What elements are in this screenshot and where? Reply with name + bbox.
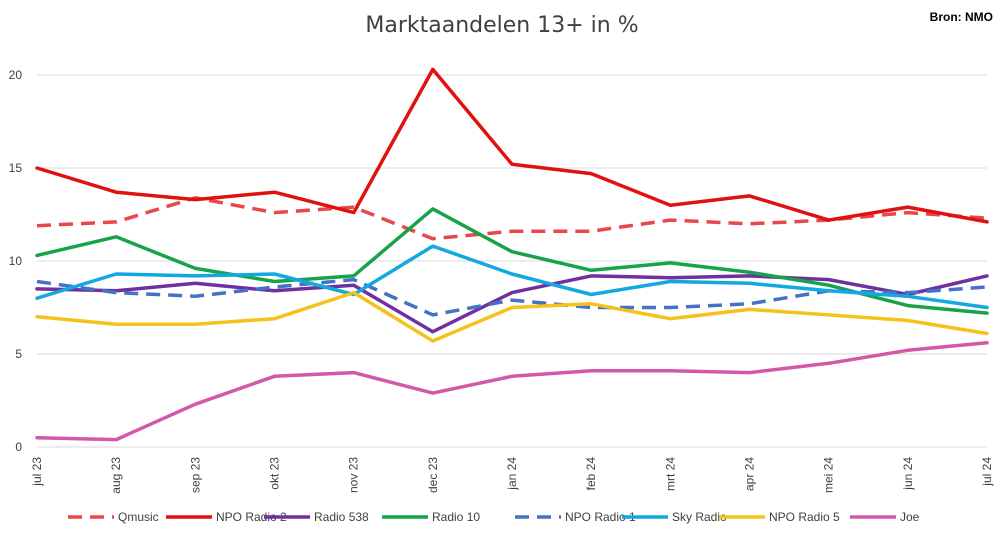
legend-label: NPO Radio 1	[565, 510, 636, 524]
y-tick-label: 10	[9, 254, 23, 268]
x-tick-label: aug 23	[109, 457, 123, 494]
chart-title: Marktaandelen 13+ in %	[365, 13, 638, 38]
y-tick-label: 20	[9, 68, 23, 82]
x-tick-label: sep 23	[188, 457, 202, 493]
source-label: Bron: NMO	[930, 10, 993, 24]
x-tick-label: dec 23	[426, 457, 440, 493]
legend-label: Radio 538	[314, 510, 369, 524]
grid-lines	[37, 74, 987, 448]
x-axis-tick-labels: jul 23 aug 23 sep 23 okt 23 nov 23 dec 23 jan …	[30, 457, 994, 494]
x-tick-label: nov 23	[347, 457, 361, 493]
x-tick-label: apr 24	[743, 457, 757, 491]
y-tick-label: 0	[15, 440, 22, 454]
legend-label: Sky Radio	[672, 510, 727, 524]
x-tick-label: jul 24	[980, 457, 994, 487]
legend-label: Joe	[900, 510, 920, 524]
series-line	[35, 341, 989, 442]
x-tick-label: jan 24	[505, 457, 519, 491]
series-lines	[35, 67, 989, 442]
legend-label: NPO Radio 5	[769, 510, 840, 524]
series-line	[35, 67, 989, 224]
x-tick-label: mrt 24	[663, 457, 677, 491]
series-line	[35, 207, 989, 315]
legend-label: Qmusic	[118, 510, 159, 524]
series-line	[35, 290, 989, 343]
y-axis-tick-labels: 0 5 10 15 20	[9, 68, 23, 454]
x-tick-label: mei 24	[822, 457, 836, 493]
y-tick-label: 5	[15, 347, 22, 361]
legend: Qmusic NPO Radio 2 Radio 538 Radio 10 NPO Ra…	[68, 510, 920, 524]
legend-label: Radio 10	[432, 510, 480, 524]
x-tick-label: feb 24	[584, 457, 598, 491]
series-line	[35, 274, 989, 334]
legend-label: NPO Radio 2	[216, 510, 287, 524]
series-line	[35, 244, 989, 310]
y-tick-label: 15	[9, 161, 23, 175]
x-tick-label: jun 24	[901, 457, 915, 491]
x-tick-label: okt 23	[268, 457, 282, 490]
x-tick-label: jul 23	[30, 457, 44, 487]
